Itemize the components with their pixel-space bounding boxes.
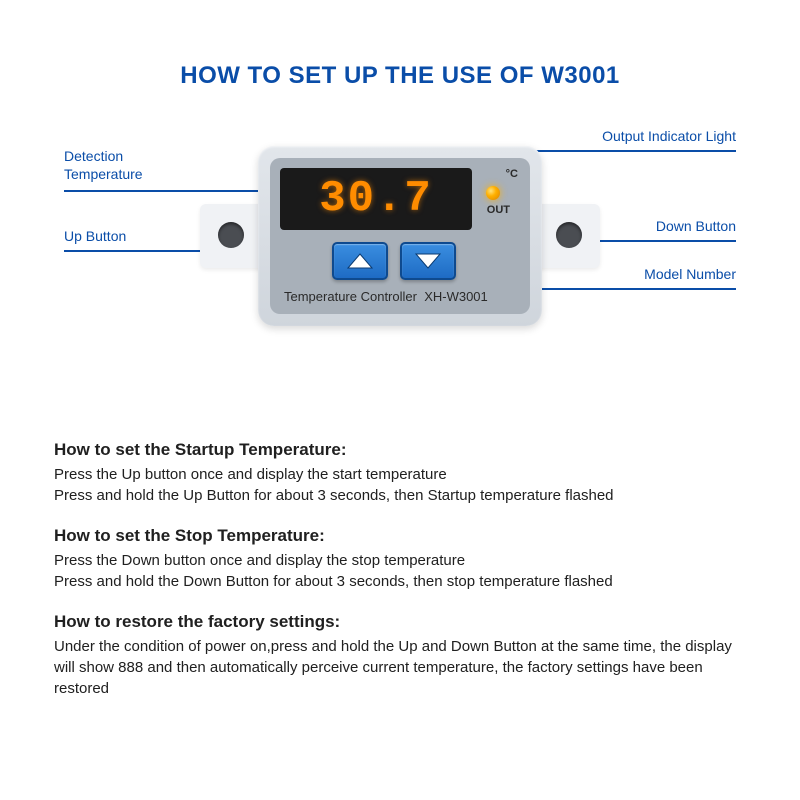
section-stop: How to set the Stop Temperature: Press t… [54,526,746,592]
lcd-display: 30.7 [280,168,472,230]
arrow-up-icon [347,253,373,269]
section-heading: How to restore the factory settings: [54,612,746,632]
faceplate: 30.7 °C OUT Temperature Controller XH-W3… [270,158,530,314]
section-heading: How to set the Startup Temperature: [54,440,746,460]
up-button[interactable] [332,242,388,280]
section-body: Press the Up button once and display the… [54,464,746,506]
out-label: OUT [487,204,510,216]
diagram-area: Detection Temperature Up Button Output I… [0,118,800,418]
callout-output-indicator: Output Indicator Light [602,128,736,146]
callout-model-number: Model Number [644,266,736,284]
section-factory: How to restore the factory settings: Und… [54,612,746,699]
mount-hole-right [556,222,582,248]
callout-down-button: Down Button [656,218,736,236]
instructions: How to set the Startup Temperature: Pres… [54,440,746,719]
section-body: Press the Down button once and display t… [54,550,746,592]
section-heading: How to set the Stop Temperature: [54,526,746,546]
arrow-down-icon [415,253,441,269]
mount-hole-left [218,222,244,248]
device-label: Temperature Controller XH-W3001 [284,289,488,304]
device-label-text: Temperature Controller [284,289,417,304]
section-body: Under the condition of power on,press an… [54,636,746,699]
section-startup: How to set the Startup Temperature: Pres… [54,440,746,506]
callout-detection-temp: Detection Temperature [64,148,143,183]
device-body: 30.7 °C OUT Temperature Controller XH-W3… [258,146,542,326]
callout-up-button: Up Button [64,228,126,246]
unit-label: °C [506,168,518,180]
device-model-number: XH-W3001 [424,289,488,304]
device: 30.7 °C OUT Temperature Controller XH-W3… [200,136,600,336]
page-title: HOW TO SET UP THE USE OF W3001 [0,0,800,90]
output-indicator-led [486,186,500,200]
down-button[interactable] [400,242,456,280]
